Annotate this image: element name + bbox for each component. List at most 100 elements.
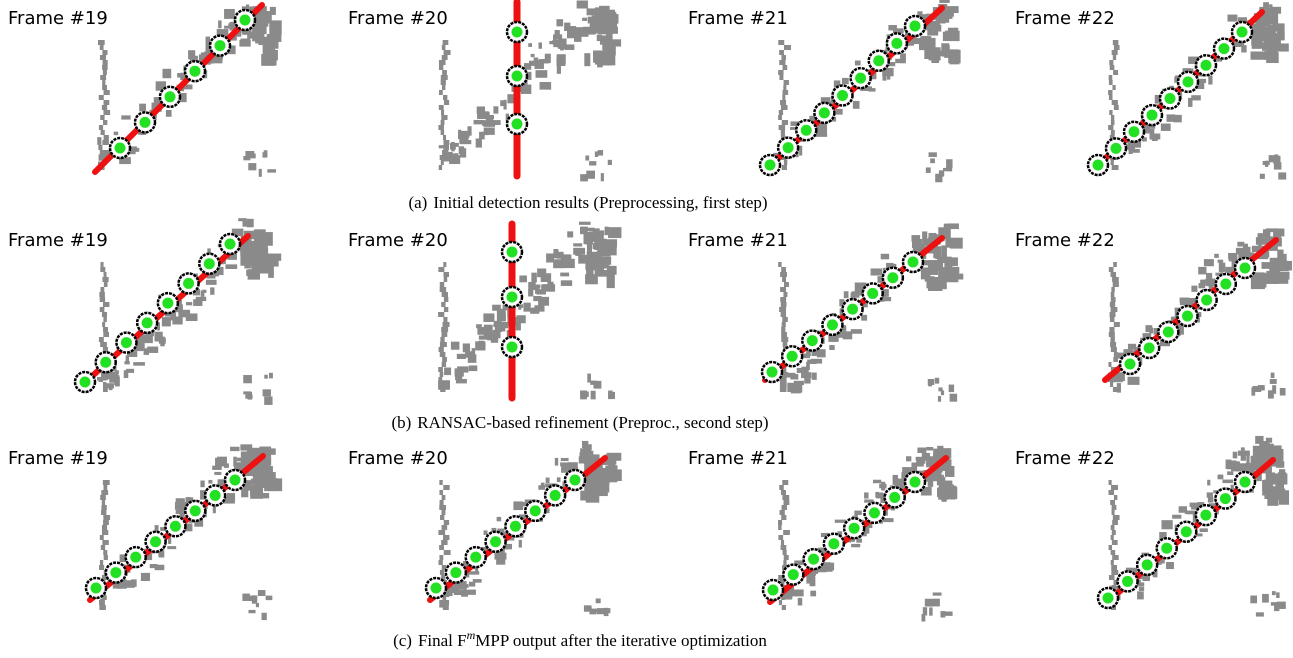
clutter — [781, 267, 786, 272]
clutter — [791, 384, 802, 393]
clutter — [589, 161, 596, 165]
detection-point — [1201, 295, 1212, 306]
clutter — [555, 30, 560, 39]
clutter — [263, 389, 271, 396]
detection-point — [210, 490, 221, 501]
clutter — [781, 327, 785, 332]
clutter — [871, 268, 882, 275]
clutter — [1111, 307, 1118, 312]
clutter — [1113, 70, 1118, 75]
clutter — [442, 45, 446, 50]
clutter — [1109, 267, 1114, 272]
clutter — [255, 32, 264, 43]
clutter — [100, 342, 107, 347]
clutter — [822, 566, 833, 572]
clutter — [440, 282, 445, 287]
clutter — [781, 302, 787, 307]
clutter — [592, 228, 599, 236]
clutter — [115, 377, 120, 387]
clutter — [928, 380, 932, 386]
detection-point — [100, 357, 111, 368]
detection-point — [1161, 543, 1172, 554]
image-panel: Frame #20 — [348, 441, 622, 616]
clutter — [1280, 388, 1286, 396]
clutter — [1108, 125, 1113, 130]
caption-label: (b) — [391, 413, 411, 432]
clutter — [1128, 377, 1140, 385]
frame-label: Frame #22 — [1015, 230, 1115, 251]
clutter — [1111, 160, 1114, 165]
clutter — [215, 458, 224, 467]
clutter — [1214, 254, 1219, 258]
clutter — [943, 9, 949, 23]
clutter — [780, 272, 787, 277]
clutter — [103, 327, 108, 332]
detection-point — [827, 319, 838, 330]
clutter — [1258, 385, 1265, 390]
clutter — [926, 447, 933, 451]
clutter — [1150, 133, 1161, 139]
caption-text: Final F — [418, 631, 467, 650]
clutter — [141, 573, 150, 581]
clutter — [580, 174, 588, 181]
image-panel: Frame #22 — [1015, 228, 1292, 398]
clutter — [1274, 605, 1279, 611]
clutter — [801, 367, 809, 370]
clutter — [1200, 528, 1208, 532]
clutter — [584, 53, 590, 66]
clutter — [780, 297, 786, 302]
clutter — [937, 446, 943, 456]
clutter — [924, 260, 938, 265]
clutter — [950, 240, 960, 246]
clutter — [937, 256, 943, 270]
clutter — [1266, 438, 1272, 443]
clutter — [224, 9, 235, 19]
clutter — [782, 480, 788, 485]
clutter — [250, 486, 263, 499]
clutter — [855, 61, 861, 66]
clutter — [238, 218, 247, 221]
clutter — [595, 151, 598, 157]
clutter — [103, 480, 110, 485]
clutter — [1139, 587, 1144, 591]
clutter — [792, 589, 804, 596]
clutter — [1109, 110, 1112, 115]
clutter — [1198, 267, 1206, 275]
clutter — [810, 577, 816, 586]
clutter — [780, 100, 786, 105]
clutter — [104, 90, 110, 95]
clutter — [781, 545, 787, 550]
clutter — [557, 39, 566, 48]
clutter — [853, 101, 860, 109]
clutter — [473, 579, 482, 583]
detection-point — [908, 257, 919, 268]
detection-point — [512, 27, 523, 38]
clutter — [176, 510, 181, 514]
clutter — [1272, 591, 1276, 595]
clutter — [1207, 480, 1210, 486]
clutter — [102, 540, 108, 545]
clutter — [267, 169, 276, 172]
clutter — [1269, 40, 1281, 46]
clutter — [443, 272, 449, 277]
clutter — [567, 231, 573, 237]
clutter — [1110, 65, 1115, 70]
clutter — [933, 592, 942, 595]
clutter — [1144, 129, 1154, 134]
clutter — [103, 317, 106, 322]
clutter — [97, 137, 101, 145]
detection-point — [855, 73, 866, 84]
clutter — [1227, 471, 1233, 475]
clutter — [466, 348, 470, 357]
clutter — [519, 276, 527, 283]
clutter — [922, 614, 926, 622]
clutter — [782, 317, 788, 322]
clutter — [102, 525, 107, 530]
clutter — [1108, 362, 1111, 367]
clutter — [252, 468, 266, 475]
clutter — [1113, 357, 1118, 362]
clutter — [557, 477, 561, 482]
detection-point — [828, 538, 839, 549]
frame-label: Frame #21 — [688, 230, 788, 251]
clutter — [200, 481, 204, 488]
